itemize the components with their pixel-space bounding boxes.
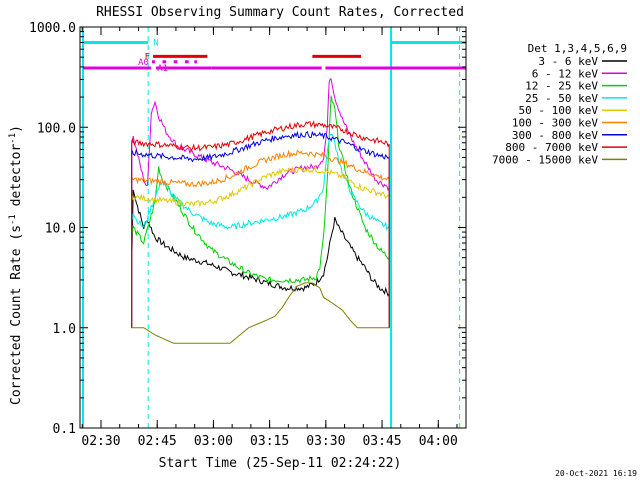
y-axis-label-end: ) [9, 125, 24, 133]
legend-label: 7000 - 15000 keV [492, 153, 598, 166]
x-tick-label: 02:30 [81, 434, 120, 449]
legend-label: 800 - 7000 keV [505, 141, 598, 154]
x-tick-label: 02:45 [138, 434, 177, 449]
series-line [131, 78, 390, 328]
flag-label: F [145, 52, 150, 62]
series-group [131, 78, 391, 344]
y-tick-label: 10.0 [45, 222, 76, 237]
legend-label: 3 - 6 keV [538, 55, 598, 68]
chart-title: RHESSI Observing Summary Count Rates, Co… [96, 5, 464, 20]
x-tick-label: 04:00 [419, 434, 458, 449]
series-line [131, 120, 390, 328]
y-tick-label: 0.1 [53, 422, 76, 437]
series-line [131, 282, 391, 344]
series-line [131, 165, 390, 328]
x-axis-label: Start Time (25-Sep-11 02:24:22) [159, 456, 402, 471]
x-tick-label: 03:30 [306, 434, 345, 449]
x-tick-label: 03:00 [194, 434, 233, 449]
series-line [131, 149, 390, 328]
legend-label: 12 - 25 keV [525, 80, 598, 93]
axes: 1000.0 100.0 10.0 1.0 0.1 02:30 02:45 03:00 03:1… [29, 21, 467, 449]
legend-label: 300 - 800 keV [512, 129, 598, 142]
series-line [131, 95, 390, 328]
legend-label: 25 - 50 keV [525, 92, 598, 105]
series-line [131, 189, 390, 328]
y-tick-label: 100.0 [37, 121, 76, 136]
y-axis-label-main: Corrected Count Rate (s [9, 225, 24, 405]
legend-label: 6 - 12 keV [532, 67, 599, 80]
timestamp: 20-Oct-2021 16:19 [555, 469, 637, 478]
legend-title: Det 1,3,4,5,6,9 [528, 42, 627, 55]
y-axis-label-mid: detector [9, 144, 24, 215]
x-tick-label: 03:45 [362, 434, 401, 449]
y-axis-label: Corrected Count Rate (s-1 detector-1) [8, 125, 24, 405]
series-line [131, 133, 390, 328]
legend-label: 50 - 100 keV [519, 104, 599, 117]
x-tick-label: 03:15 [250, 434, 289, 449]
y-axis-label-exp1: -1 [8, 214, 18, 225]
flag-label: N [153, 39, 158, 49]
series-line [131, 130, 390, 328]
y-tick-label: 1.0 [53, 322, 76, 337]
legend-label: 100 - 300 keV [512, 117, 598, 130]
y-tick-label: 1000.0 [29, 21, 76, 36]
flag-label: A0 [138, 58, 149, 68]
y-axis-label-exp2: -1 [8, 133, 18, 144]
flag-label: A1 [157, 64, 168, 74]
